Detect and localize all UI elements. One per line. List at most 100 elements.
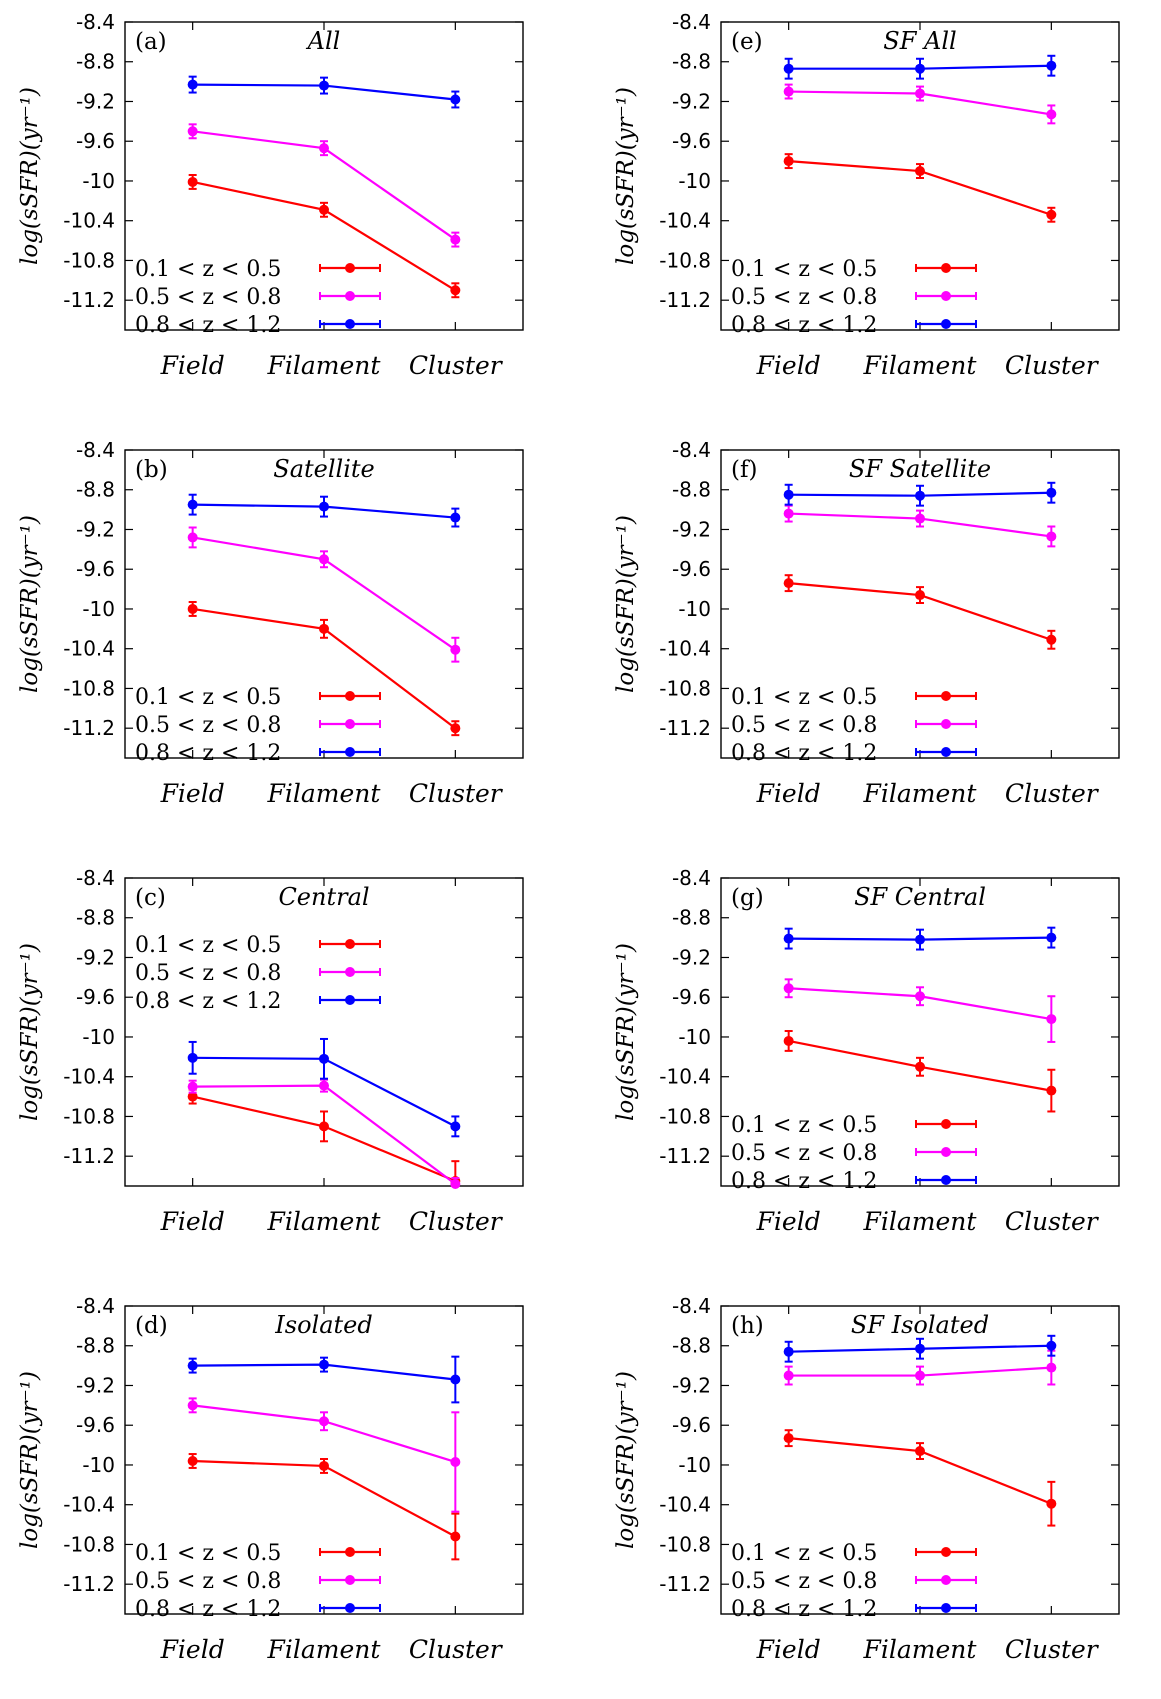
series-1 (783, 1349, 1057, 1386)
plot-frame (124, 21, 524, 331)
legend-label: 0.5 < z < 0.8 (731, 713, 877, 738)
y-tick-label: -8.4 (76, 10, 115, 34)
panel-h: -8.4 -8.8 -9.2 -9.6 -10 -10.4 -10.8 -11.2 Field F… (613, 1294, 1120, 1664)
data-point (1046, 60, 1057, 71)
data-point (783, 933, 794, 944)
y-tick-label: -10 (678, 1453, 711, 1477)
legend-marker (345, 995, 355, 1005)
data-point (187, 1455, 198, 1466)
panel-b: -8.4 -8.8 -9.2 -9.6 -10 -10.4 -10.8 -11.2 Field F… (17, 438, 524, 808)
data-point (319, 80, 329, 91)
data-point (915, 991, 925, 1002)
data-point (187, 1091, 198, 1102)
x-tick-label: Field (756, 779, 821, 808)
x-tick-label: Filament (267, 779, 382, 808)
panel-g: -8.4 -8.8 -9.2 -9.6 -10 -10.4 -10.8 -11.2 Field F… (613, 866, 1120, 1236)
y-tick-label: -9.6 (672, 1413, 711, 1437)
x-tick-label: Filament (267, 1635, 382, 1664)
legend-label: 0.5 < z < 0.8 (731, 1569, 877, 1594)
data-point (783, 508, 794, 519)
data-point (450, 94, 461, 105)
y-axis-label: log(sSFR)(yr⁻¹) (17, 1371, 43, 1549)
legend-marker (345, 691, 355, 701)
data-point (187, 79, 198, 90)
y-tick-label: -11.2 (63, 1572, 115, 1596)
data-point (319, 204, 329, 215)
series-0 (187, 1453, 461, 1561)
y-tick-label: -8.8 (76, 50, 115, 74)
data-point (450, 512, 461, 523)
y-tick-label: -10.4 (659, 1493, 711, 1517)
legend-label: 0.1 < z < 0.5 (731, 1541, 877, 1566)
legend-marker (345, 1575, 355, 1585)
legend-label: 0.1 < z < 0.5 (135, 257, 281, 282)
data-point (783, 63, 794, 74)
data-point (187, 603, 198, 614)
data-point (187, 532, 198, 543)
legend-label: 0.5 < z < 0.8 (731, 1141, 877, 1166)
y-tick-label: -9.2 (672, 517, 711, 541)
y-tick-label: -11.2 (63, 1144, 115, 1168)
data-point (450, 1374, 461, 1385)
panel-f: -8.4 -8.8 -9.2 -9.6 -10 -10.4 -10.8 -11.2 Field F… (613, 438, 1120, 808)
series-0 (783, 1429, 1057, 1527)
y-axis-label: log(sSFR)(yr⁻¹) (17, 943, 43, 1121)
data-point (319, 1416, 329, 1427)
y-axis-label: log(sSFR)(yr⁻¹) (613, 1371, 639, 1549)
panel-title: Isolated (274, 1311, 372, 1339)
y-tick-label: -10.4 (63, 209, 115, 233)
y-tick-label: -9.6 (672, 557, 711, 581)
series-0 (187, 601, 461, 737)
series-0 (783, 1030, 1057, 1113)
x-tick-label: Filament (863, 1635, 978, 1664)
y-tick-label: -10.8 (659, 676, 711, 700)
legend-marker (345, 1547, 355, 1557)
legend-label: 0.8 < z < 1.2 (731, 1597, 877, 1622)
y-tick-label: -9.6 (76, 1413, 115, 1437)
legend-marker (345, 1603, 355, 1613)
data-point (1046, 109, 1057, 120)
y-tick-label: -8.8 (76, 906, 115, 930)
panel-a: -8.4 -8.8 -9.2 -9.6 -10 -10.4 -10.8 -11.2 Field F… (17, 10, 524, 380)
y-tick-label: -11.2 (659, 716, 711, 740)
y-axis-label: log(sSFR)(yr⁻¹) (17, 515, 43, 693)
y-tick-label: -8.8 (76, 478, 115, 502)
series-2 (187, 1037, 461, 1138)
data-point (450, 1179, 461, 1190)
y-tick-label: -10.8 (63, 248, 115, 272)
x-tick-label: Filament (863, 351, 978, 380)
y-tick-label: -11.2 (659, 288, 711, 312)
y-axis-label: log(sSFR)(yr⁻¹) (613, 87, 639, 265)
data-point (319, 1359, 329, 1370)
panel-title: SF All (883, 27, 956, 55)
x-tick-label: Field (160, 779, 225, 808)
y-tick-label: -9.6 (672, 129, 711, 153)
y-tick-label: -9.6 (76, 985, 115, 1009)
data-point (1046, 932, 1057, 943)
series-1 (187, 1397, 461, 1513)
data-point (187, 1400, 198, 1411)
legend-label: 0.1 < z < 0.5 (731, 685, 877, 710)
legend-marker (345, 939, 355, 949)
legend-marker (345, 263, 355, 273)
y-tick-label: -10 (678, 597, 711, 621)
x-tick-label: Field (756, 351, 821, 380)
legend-label: 0.1 < z < 0.5 (135, 1541, 281, 1566)
legend-label: 0.1 < z < 0.5 (135, 933, 281, 958)
data-point (783, 1035, 794, 1046)
legend-marker (345, 319, 355, 329)
data-point (915, 490, 925, 501)
x-tick-label: Cluster (1005, 351, 1100, 380)
y-tick-label: -11.2 (63, 288, 115, 312)
panel-title: SF Isolated (851, 1311, 989, 1339)
legend-marker (345, 719, 355, 729)
y-axis-label: log(sSFR)(yr⁻¹) (613, 943, 639, 1121)
legend-label: 0.1 < z < 0.5 (135, 685, 281, 710)
y-tick-label: -10.8 (659, 248, 711, 272)
data-point (319, 1121, 329, 1132)
data-point (783, 1370, 794, 1381)
panel-title: Satellite (273, 455, 374, 483)
legend-label: 0.5 < z < 0.8 (731, 285, 877, 310)
series-2 (187, 75, 461, 109)
data-point (450, 644, 461, 655)
